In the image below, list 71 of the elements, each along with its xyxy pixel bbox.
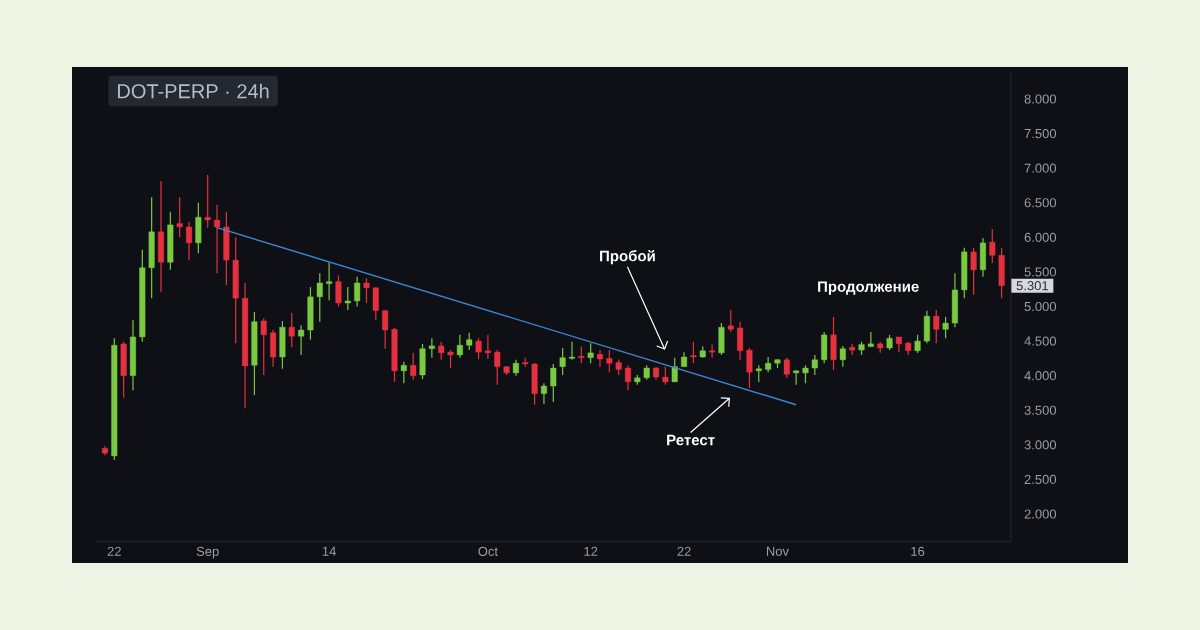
- candlestick: [363, 277, 370, 304]
- candlestick: [288, 312, 295, 348]
- candlestick: [344, 286, 351, 311]
- candlestick: [335, 274, 342, 308]
- x-tick-label: 14: [322, 546, 336, 556]
- annotation: Пробой: [600, 249, 655, 265]
- candlestick: [606, 349, 613, 373]
- annotation: 5.301: [1016, 281, 1048, 291]
- x-tick-label: Sep: [196, 546, 219, 559]
- candlestick: [316, 272, 323, 323]
- x-tick-label: Oct: [478, 546, 498, 556]
- annotation: Продолжение: [818, 281, 919, 295]
- x-tick-label: 12: [584, 546, 598, 556]
- candlestick: [298, 324, 305, 356]
- candlestick: [746, 347, 753, 389]
- candlestick: [793, 369, 800, 386]
- x-tick-label: 16: [911, 546, 925, 556]
- candlestick: [456, 334, 463, 359]
- candlestick: [727, 309, 734, 333]
- x-tick-label: Nov: [766, 546, 789, 556]
- candlestick: [839, 345, 846, 368]
- candlestick: [989, 228, 996, 264]
- candlestick: [372, 286, 379, 321]
- y-tick-label: 5.000: [1024, 301, 1057, 312]
- candlestick: [260, 317, 267, 376]
- candlestick: [400, 361, 407, 384]
- x-tick-label: 22: [107, 546, 121, 556]
- candlestick: [176, 196, 183, 238]
- candlestick: [354, 276, 361, 308]
- candlestick: [811, 354, 818, 376]
- candlestick: [671, 357, 678, 383]
- candlestick: [204, 174, 211, 229]
- y-tick-label: 2.000: [1024, 509, 1057, 519]
- y-tick-label: 4.000: [1024, 371, 1057, 381]
- y-tick-label: 5.500: [1024, 267, 1057, 277]
- x-tick-label: 22: [677, 546, 691, 556]
- candlestick: [410, 352, 417, 381]
- annotation: Ретест: [667, 434, 715, 446]
- candlestick: [428, 337, 435, 359]
- candlestick: [494, 349, 501, 386]
- y-tick-label: 2.500: [1024, 474, 1057, 485]
- candlestick: [186, 221, 193, 261]
- candlestick: [550, 363, 557, 403]
- candlestick: [568, 341, 575, 361]
- candlestick: [214, 204, 221, 274]
- y-tick-label: 4.500: [1024, 336, 1057, 346]
- y-tick-label: 7.000: [1024, 163, 1057, 173]
- candlestick: [690, 341, 697, 364]
- candlestick: [475, 337, 482, 360]
- candlestick: [484, 334, 491, 360]
- candlestick: [942, 316, 949, 339]
- candlestick: [970, 247, 977, 296]
- candlestick: [587, 342, 594, 364]
- y-tick-label: 7.500: [1024, 128, 1057, 139]
- y-tick-label: 3.000: [1024, 440, 1057, 450]
- candlestick: [933, 309, 940, 344]
- candlestick: [596, 349, 603, 368]
- candlestick: [709, 343, 716, 359]
- y-tick-label: 8.000: [1024, 94, 1057, 104]
- y-tick-label: 6.500: [1024, 198, 1057, 208]
- candlestick: [382, 309, 389, 350]
- candlestick: [867, 331, 874, 348]
- candlestick: [326, 261, 333, 301]
- y-tick-label: 3.500: [1024, 405, 1057, 415]
- candlestick: [783, 357, 790, 379]
- candlestick: [625, 364, 632, 391]
- candlestick: [540, 382, 547, 405]
- candlestick: [737, 321, 744, 361]
- candlestick: [559, 347, 566, 376]
- chart-title: DOT-PERP · 24h: [118, 83, 269, 99]
- y-tick-label: 6.000: [1024, 232, 1057, 242]
